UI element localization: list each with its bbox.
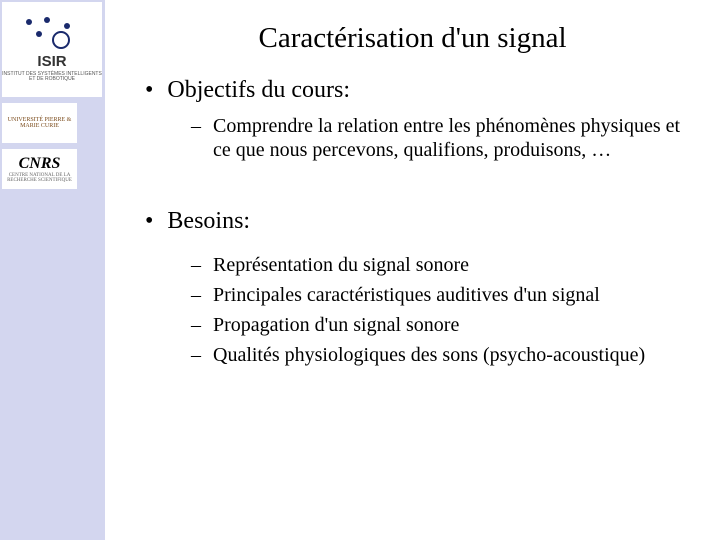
isir-sublabel: INSTITUT DES SYSTÈMES INTELLIGENTS ET DE… xyxy=(2,72,102,83)
section-heading-needs: Besoins: xyxy=(145,208,690,235)
dash-icon: – xyxy=(191,343,201,367)
slide-body: Caractérisation d'un signal Objectifs du… xyxy=(105,0,720,540)
upmc-logo: UNIVERSITÉ PIERRE & MARIE CURIE xyxy=(2,103,77,143)
dash-icon: – xyxy=(191,114,201,162)
upmc-label: UNIVERSITÉ PIERRE & MARIE CURIE xyxy=(2,117,77,129)
list-item: – Propagation d'un signal sonore xyxy=(191,313,690,337)
list-item-text: Comprendre la relation entre les phénomè… xyxy=(213,114,690,162)
list-item-text: Propagation d'un signal sonore xyxy=(213,313,690,337)
list-item-text: Qualités physiologiques des sons (psycho… xyxy=(213,343,690,367)
isir-graphic-icon xyxy=(22,17,82,51)
slide-content: Objectifs du cours: – Comprendre la rela… xyxy=(135,77,690,367)
cnrs-sublabel: CENTRE NATIONAL DE LA RECHERCHE SCIENTIF… xyxy=(2,173,77,183)
list-item: – Principales caractéristiques auditives… xyxy=(191,283,690,307)
dash-icon: – xyxy=(191,313,201,337)
logo-sidebar: ISIR INSTITUT DES SYSTÈMES INTELLIGENTS … xyxy=(0,0,105,540)
list-item: – Qualités physiologiques des sons (psyc… xyxy=(191,343,690,367)
dash-icon: – xyxy=(191,283,201,307)
slide-title: Caractérisation d'un signal xyxy=(135,22,690,55)
isir-logo: ISIR INSTITUT DES SYSTÈMES INTELLIGENTS … xyxy=(2,2,102,97)
dash-icon: – xyxy=(191,253,201,277)
list-item-text: Représentation du signal sonore xyxy=(213,253,690,277)
list-item: – Représentation du signal sonore xyxy=(191,253,690,277)
isir-label: ISIR xyxy=(37,53,66,70)
cnrs-logo: CNRS CENTRE NATIONAL DE LA RECHERCHE SCI… xyxy=(2,149,77,189)
cnrs-label: CNRS xyxy=(19,155,61,173)
list-item: – Comprendre la relation entre les phéno… xyxy=(191,114,690,162)
section-heading-objectives: Objectifs du cours: xyxy=(145,77,690,104)
list-item-text: Principales caractéristiques auditives d… xyxy=(213,283,690,307)
